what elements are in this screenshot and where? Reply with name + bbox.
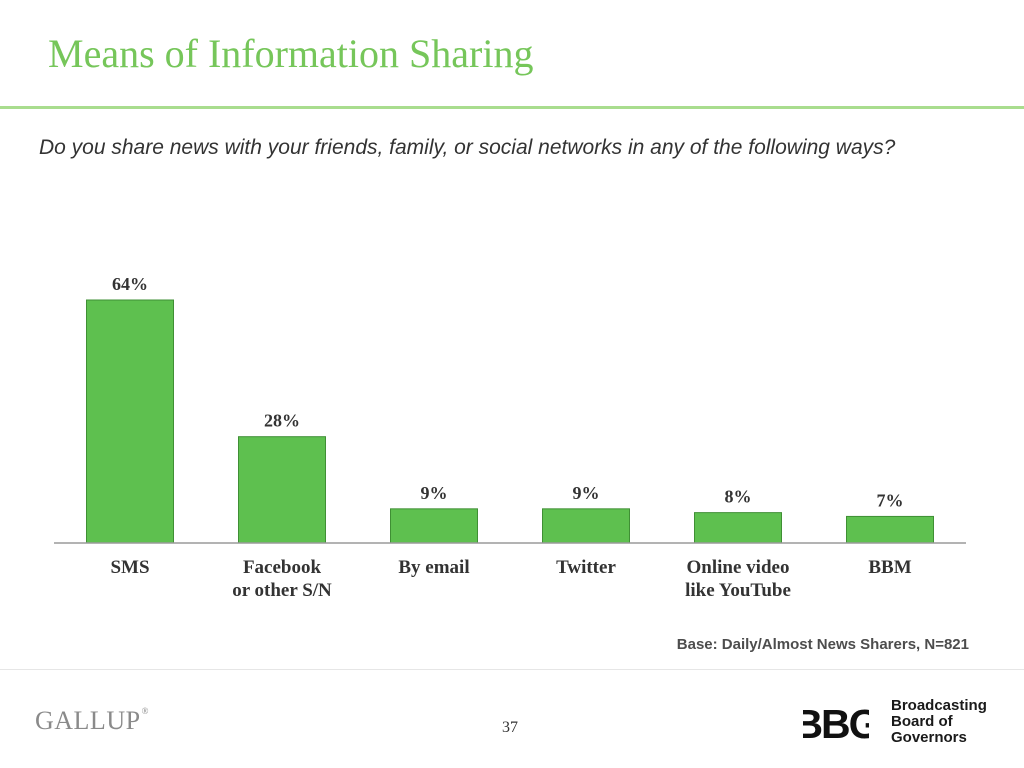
page-number: 37 (502, 719, 518, 736)
bbg-logo-mark: BBG (803, 701, 869, 744)
gallup-trademark: ® (141, 706, 149, 716)
bbg-name: Broadcasting Board of Governors (891, 698, 987, 746)
slide-title: Means of Information Sharing (48, 31, 534, 76)
category-label-1-line-0: Facebook (243, 557, 322, 578)
data-label-3: 9% (573, 483, 600, 503)
bar-1 (238, 436, 326, 544)
bbg-logo-text: BBG (803, 701, 869, 744)
category-label-2: By email (398, 557, 469, 578)
bar-3 (542, 508, 630, 544)
category-label-5: BBM (868, 557, 911, 578)
gallup-logo-text: GALLUP (35, 706, 141, 735)
category-label-0: SMS (110, 557, 149, 578)
survey-question: Do you share news with your friends, fam… (39, 136, 896, 159)
category-label-1-line-1: or other S/N (232, 580, 332, 601)
data-label-4: 8% (725, 487, 752, 507)
data-label-0: 64% (112, 274, 148, 294)
bar-0 (86, 299, 174, 544)
data-label-5: 7% (877, 490, 904, 510)
bar-2 (390, 508, 478, 544)
base-footnote: Base: Daily/Almost News Sharers, N=821 (676, 636, 969, 653)
footer-divider (0, 669, 1024, 670)
gallup-logo: GALLUP® (35, 706, 149, 736)
category-label-3: Twitter (556, 557, 616, 578)
bar-4 (694, 512, 782, 544)
title-divider (0, 106, 1024, 109)
bbg-name-line-3: Governors (891, 729, 967, 746)
category-label-4-line-0: Online video (687, 557, 790, 578)
data-label-1: 28% (264, 411, 300, 431)
data-label-2: 9% (421, 483, 448, 503)
bbg-name-line-2: Board of (891, 713, 953, 730)
bar-5 (846, 515, 934, 544)
category-label-4-line-1: like YouTube (685, 580, 791, 601)
bbg-name-line-1: Broadcasting (891, 697, 987, 714)
